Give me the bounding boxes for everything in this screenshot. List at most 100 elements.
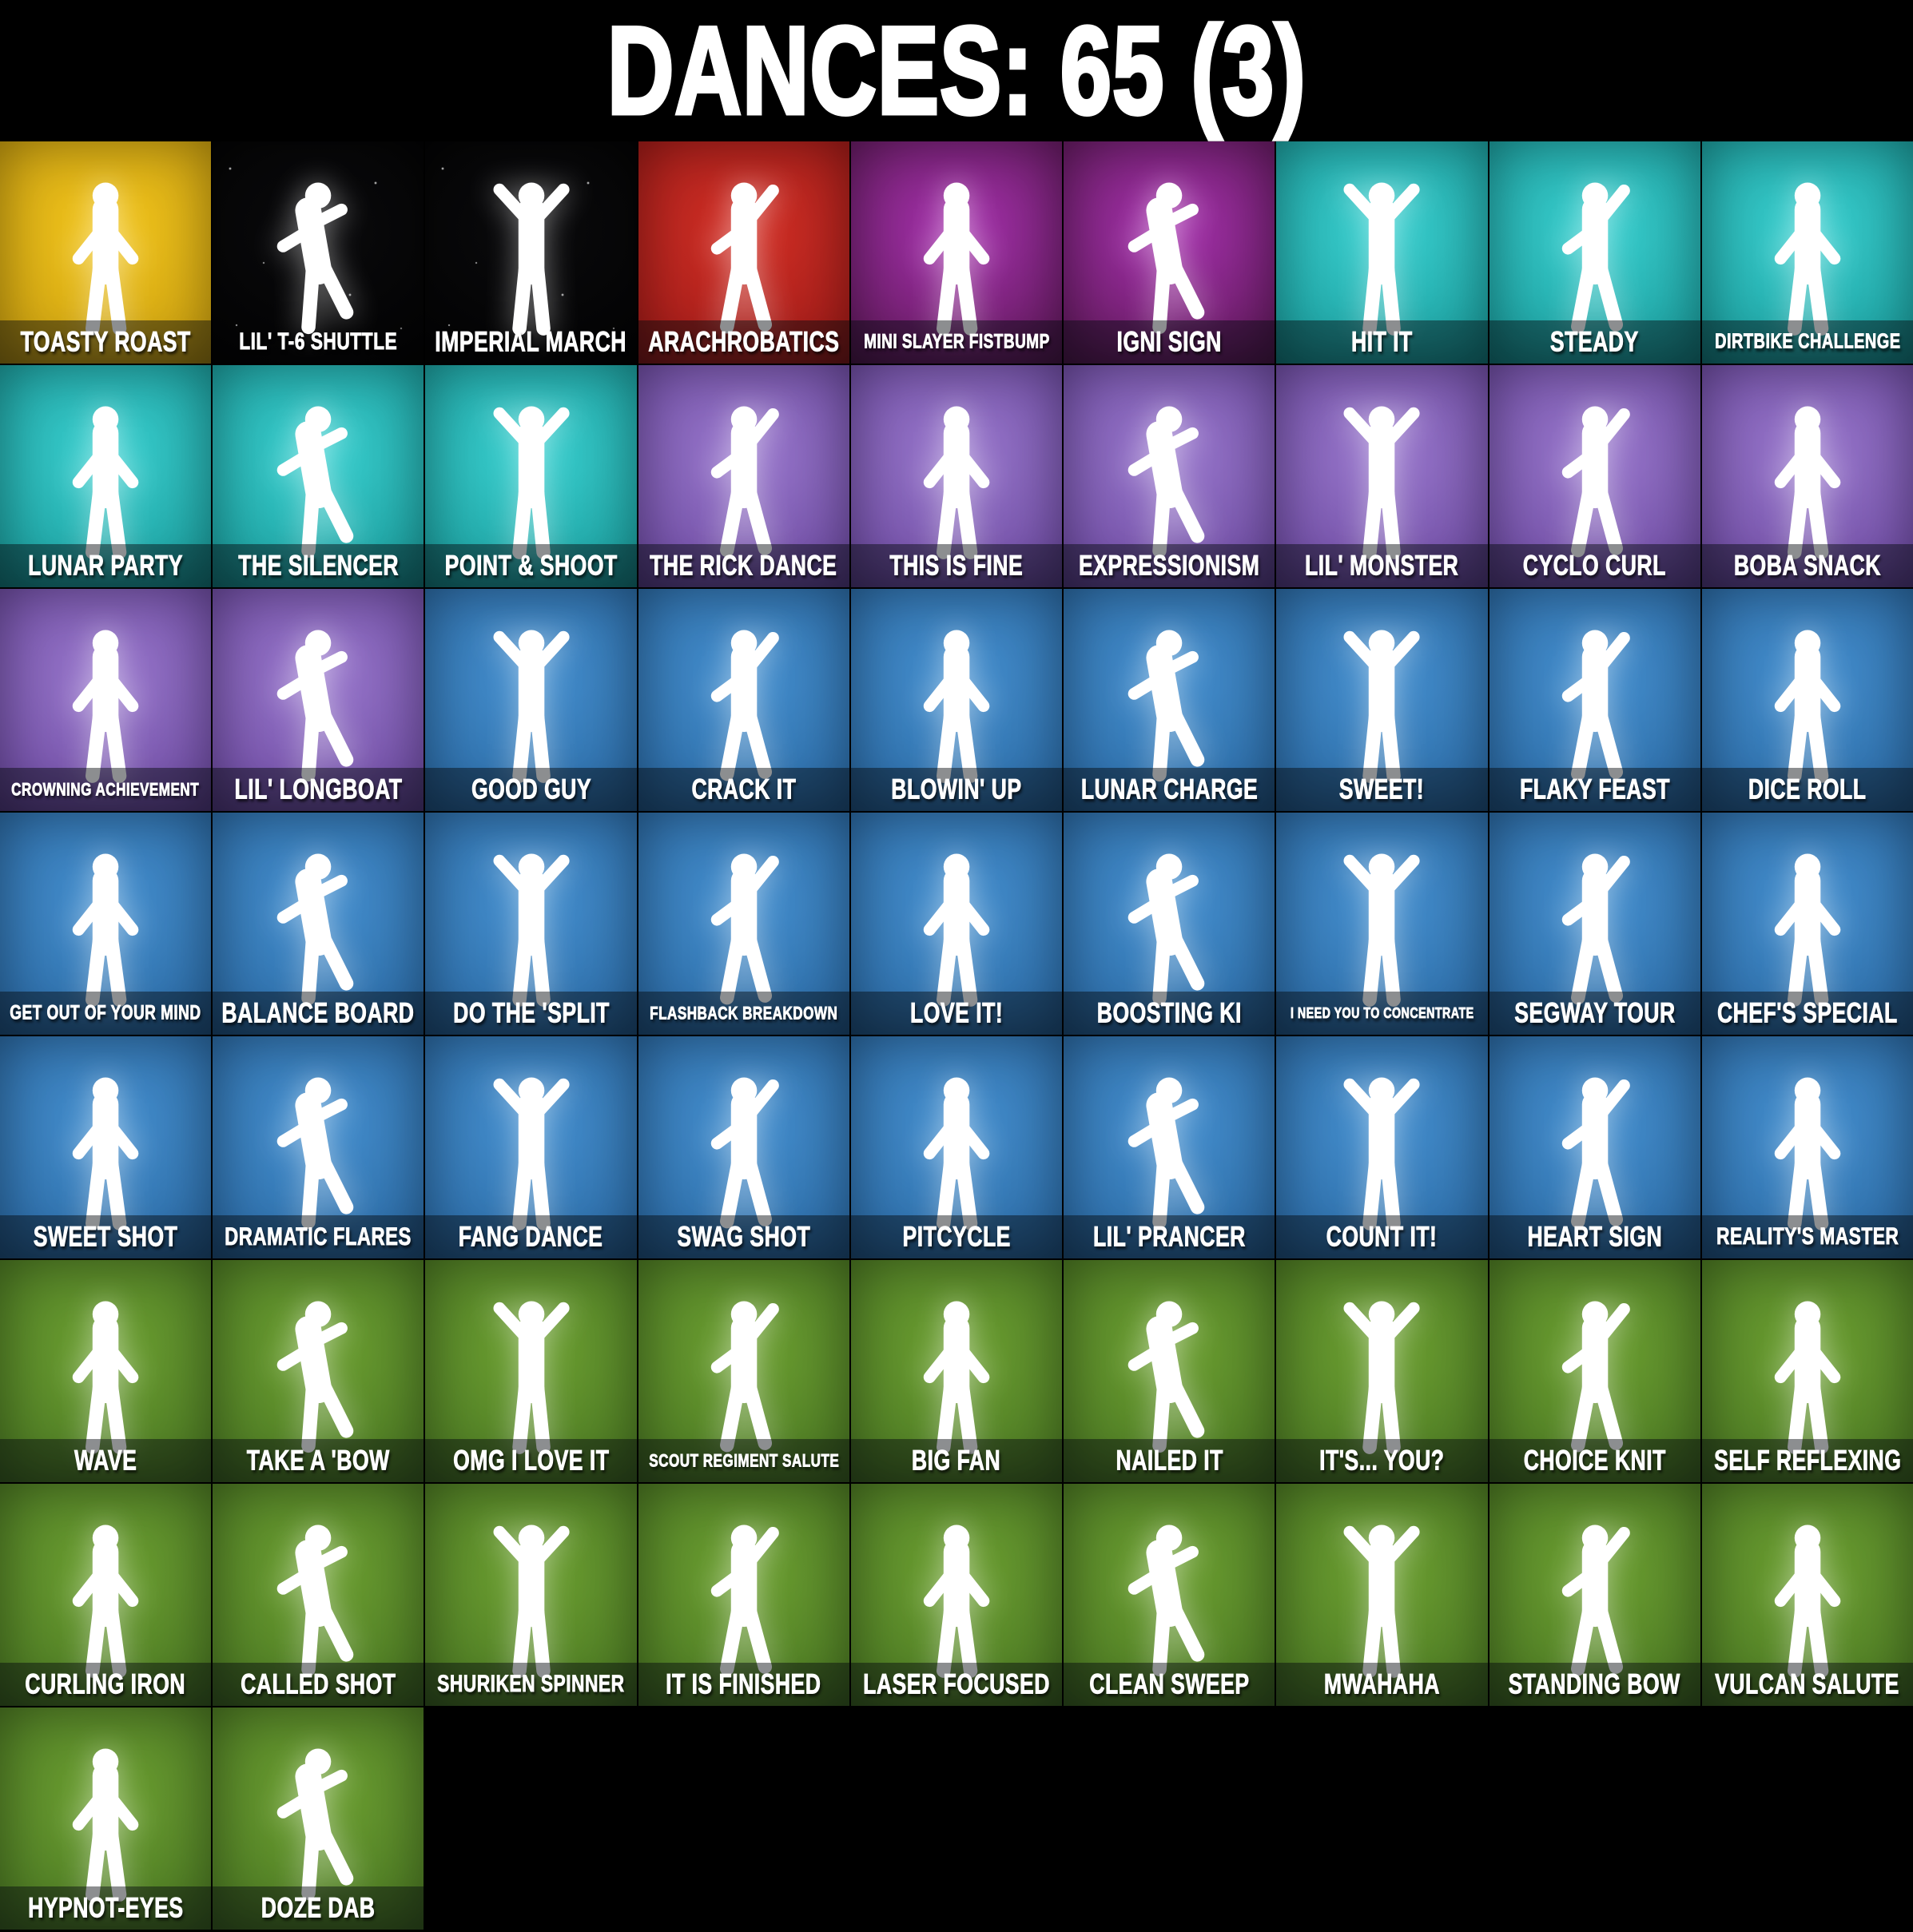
emote-tile[interactable]: IMPERIAL MARCH [425, 141, 637, 364]
emote-tile[interactable]: SWAG SHOT [638, 1036, 849, 1258]
emote-tile[interactable]: WAVE [0, 1260, 212, 1482]
dancer-silhouette-icon [638, 1044, 849, 1236]
emote-name: CYCLO CURL [1523, 550, 1667, 582]
emote-tile[interactable]: DOZE DAB [213, 1707, 424, 1930]
emote-tile[interactable]: SELF REFLEXING [1701, 1260, 1913, 1482]
emote-tile[interactable]: THE RICK DANCE [638, 365, 849, 587]
emote-tile[interactable]: DICE ROLL [1701, 589, 1913, 811]
page-title: DANCES: 65 (3) [0, 0, 1913, 142]
emote-tile[interactable]: SWEET! [1276, 589, 1488, 811]
emote-name: SWEET SHOT [33, 1221, 178, 1253]
emote-tile[interactable]: CURLING IRON [0, 1484, 212, 1706]
emote-name: GET OUT OF YOUR MIND [10, 1001, 201, 1024]
emote-tile[interactable]: GOOD GUY [425, 589, 637, 811]
emote-name: COUNT IT! [1326, 1221, 1438, 1253]
emote-label-band: THIS IS FINE [850, 544, 1063, 587]
emote-tile[interactable]: I NEED YOU TO CONCENTRATE [1276, 813, 1488, 1035]
emote-tile[interactable]: CALLED SHOT [213, 1484, 424, 1706]
emote-tile[interactable]: MWAHAHA [1276, 1484, 1488, 1706]
emote-tile[interactable]: EXPRESSIONISM [1064, 365, 1275, 587]
dancer-silhouette-icon [1276, 597, 1487, 789]
dancer-silhouette-icon [1276, 1044, 1487, 1236]
emote-label-band: LOVE IT! [850, 992, 1063, 1035]
emote-tile[interactable]: THE SILENCER [213, 365, 424, 587]
emote-label-band: PITCYCLE [850, 1215, 1063, 1258]
emote-tile[interactable]: HEART SIGN [1489, 1036, 1700, 1258]
dancer-silhouette-icon [0, 597, 211, 789]
emote-tile[interactable]: BOOSTING KI [1064, 813, 1275, 1035]
dancer-silhouette-icon [213, 1044, 424, 1236]
emote-tile[interactable]: DRAMATIC FLARES [213, 1036, 424, 1258]
emote-tile[interactable]: SWEET SHOT [0, 1036, 212, 1258]
emote-name: FANG DANCE [459, 1221, 603, 1253]
emote-tile[interactable]: FANG DANCE [425, 1036, 637, 1258]
emote-tile[interactable]: SEGWAY TOUR [1489, 813, 1700, 1035]
emote-tile[interactable]: SCOUT REGIMENT SALUTE [638, 1260, 849, 1482]
emote-tile[interactable]: CYCLO CURL [1489, 365, 1700, 587]
emote-tile[interactable]: HYPNOT-EYES [0, 1707, 212, 1930]
emote-tile[interactable]: CHOICE KNIT [1489, 1260, 1700, 1482]
emote-label-band: TOASTY ROAST [0, 320, 212, 364]
emote-name: REALITY'S MASTER [1716, 1222, 1899, 1250]
emote-tile[interactable]: FLAKY FEAST [1489, 589, 1700, 811]
emote-name: LOVE IT! [909, 997, 1004, 1029]
emote-tile[interactable]: MINI SLAYER FISTBUMP [850, 141, 1063, 364]
emote-tile[interactable]: NAILED IT [1064, 1260, 1275, 1482]
emote-name: CLEAN SWEEP [1089, 1668, 1250, 1700]
emote-tile[interactable]: LIL' LONGBOAT [213, 589, 424, 811]
emote-tile[interactable]: STANDING BOW [1489, 1484, 1700, 1706]
emote-tile[interactable]: LASER FOCUSED [850, 1484, 1063, 1706]
emote-tile[interactable]: CHEF'S SPECIAL [1701, 813, 1913, 1035]
emote-tile[interactable]: CROWNING ACHIEVEMENT [0, 589, 212, 811]
emote-tile[interactable]: TOASTY ROAST [0, 141, 212, 364]
emote-tile[interactable]: LUNAR PARTY [0, 365, 212, 587]
emote-tile[interactable]: DO THE 'SPLIT [425, 813, 637, 1035]
dancer-silhouette-icon [425, 1268, 636, 1460]
emote-name: DO THE 'SPLIT [452, 997, 610, 1029]
emote-tile[interactable]: DIRTBIKE CHALLENGE [1701, 141, 1913, 364]
emote-tile[interactable]: STEADY [1489, 141, 1700, 364]
emote-name: NAILED IT [1116, 1445, 1223, 1477]
emote-tile[interactable]: LUNAR CHARGE [1064, 589, 1275, 811]
emote-tile[interactable]: BALANCE BOARD [213, 813, 424, 1035]
emote-tile[interactable]: BIG FAN [850, 1260, 1063, 1482]
dancer-silhouette-icon [213, 1268, 424, 1460]
emote-tile[interactable]: GET OUT OF YOUR MIND [0, 813, 212, 1035]
emote-tile[interactable]: IT'S... YOU? [1276, 1260, 1488, 1482]
emote-tile[interactable]: CRACK IT [638, 589, 849, 811]
emote-tile[interactable]: ARACHROBATICS [638, 141, 849, 364]
emote-tile[interactable]: SHURIKEN SPINNER [425, 1484, 637, 1706]
emote-tile[interactable]: TAKE A 'BOW [213, 1260, 424, 1482]
emote-label-band: LIL' MONSTER [1276, 544, 1488, 587]
emote-tile[interactable]: FLASHBACK BREAKDOWN [638, 813, 849, 1035]
emote-tile[interactable]: LIL' PRANCER [1064, 1036, 1275, 1258]
emote-tile[interactable]: COUNT IT! [1276, 1036, 1488, 1258]
emote-tile[interactable]: OMG I LOVE IT [425, 1260, 637, 1482]
emote-tile[interactable]: BOBA SNACK [1701, 365, 1913, 587]
emote-label-band: SEGWAY TOUR [1489, 992, 1700, 1035]
dancer-silhouette-icon [1276, 821, 1487, 1012]
emote-name: TOASTY ROAST [20, 326, 191, 358]
emote-name: ARACHROBATICS [648, 326, 840, 358]
emote-label-band: SWEET! [1276, 768, 1488, 811]
emote-tile[interactable]: REALITY'S MASTER [1701, 1036, 1913, 1258]
emote-tile[interactable]: PITCYCLE [850, 1036, 1063, 1258]
emote-tile[interactable]: IGNI SIGN [1064, 141, 1275, 364]
emote-tile[interactable]: CLEAN SWEEP [1064, 1484, 1275, 1706]
emote-tile[interactable]: POINT & SHOOT [425, 365, 637, 587]
emote-tile[interactable]: THIS IS FINE [850, 365, 1063, 587]
emote-tile[interactable]: IT IS FINISHED [638, 1484, 849, 1706]
emote-tile[interactable]: LIL' MONSTER [1276, 365, 1488, 587]
dancer-silhouette-icon [1276, 373, 1487, 565]
emote-label-band: FLAKY FEAST [1489, 768, 1700, 811]
dancer-silhouette-icon [1702, 821, 1913, 1012]
emote-tile[interactable]: HIT IT [1276, 141, 1488, 364]
emote-tile[interactable]: LOVE IT! [850, 813, 1063, 1035]
emote-tile[interactable]: LIL' T-6 SHUTTLE [213, 141, 424, 364]
dancer-silhouette-icon [213, 373, 424, 565]
emote-tile[interactable]: BLOWIN' UP [850, 589, 1063, 811]
emote-name: IT'S... YOU? [1319, 1445, 1445, 1477]
emote-name: GOOD GUY [471, 773, 591, 805]
emote-name: BIG FAN [912, 1445, 1001, 1477]
emote-tile[interactable]: VULCAN SALUTE [1701, 1484, 1913, 1706]
